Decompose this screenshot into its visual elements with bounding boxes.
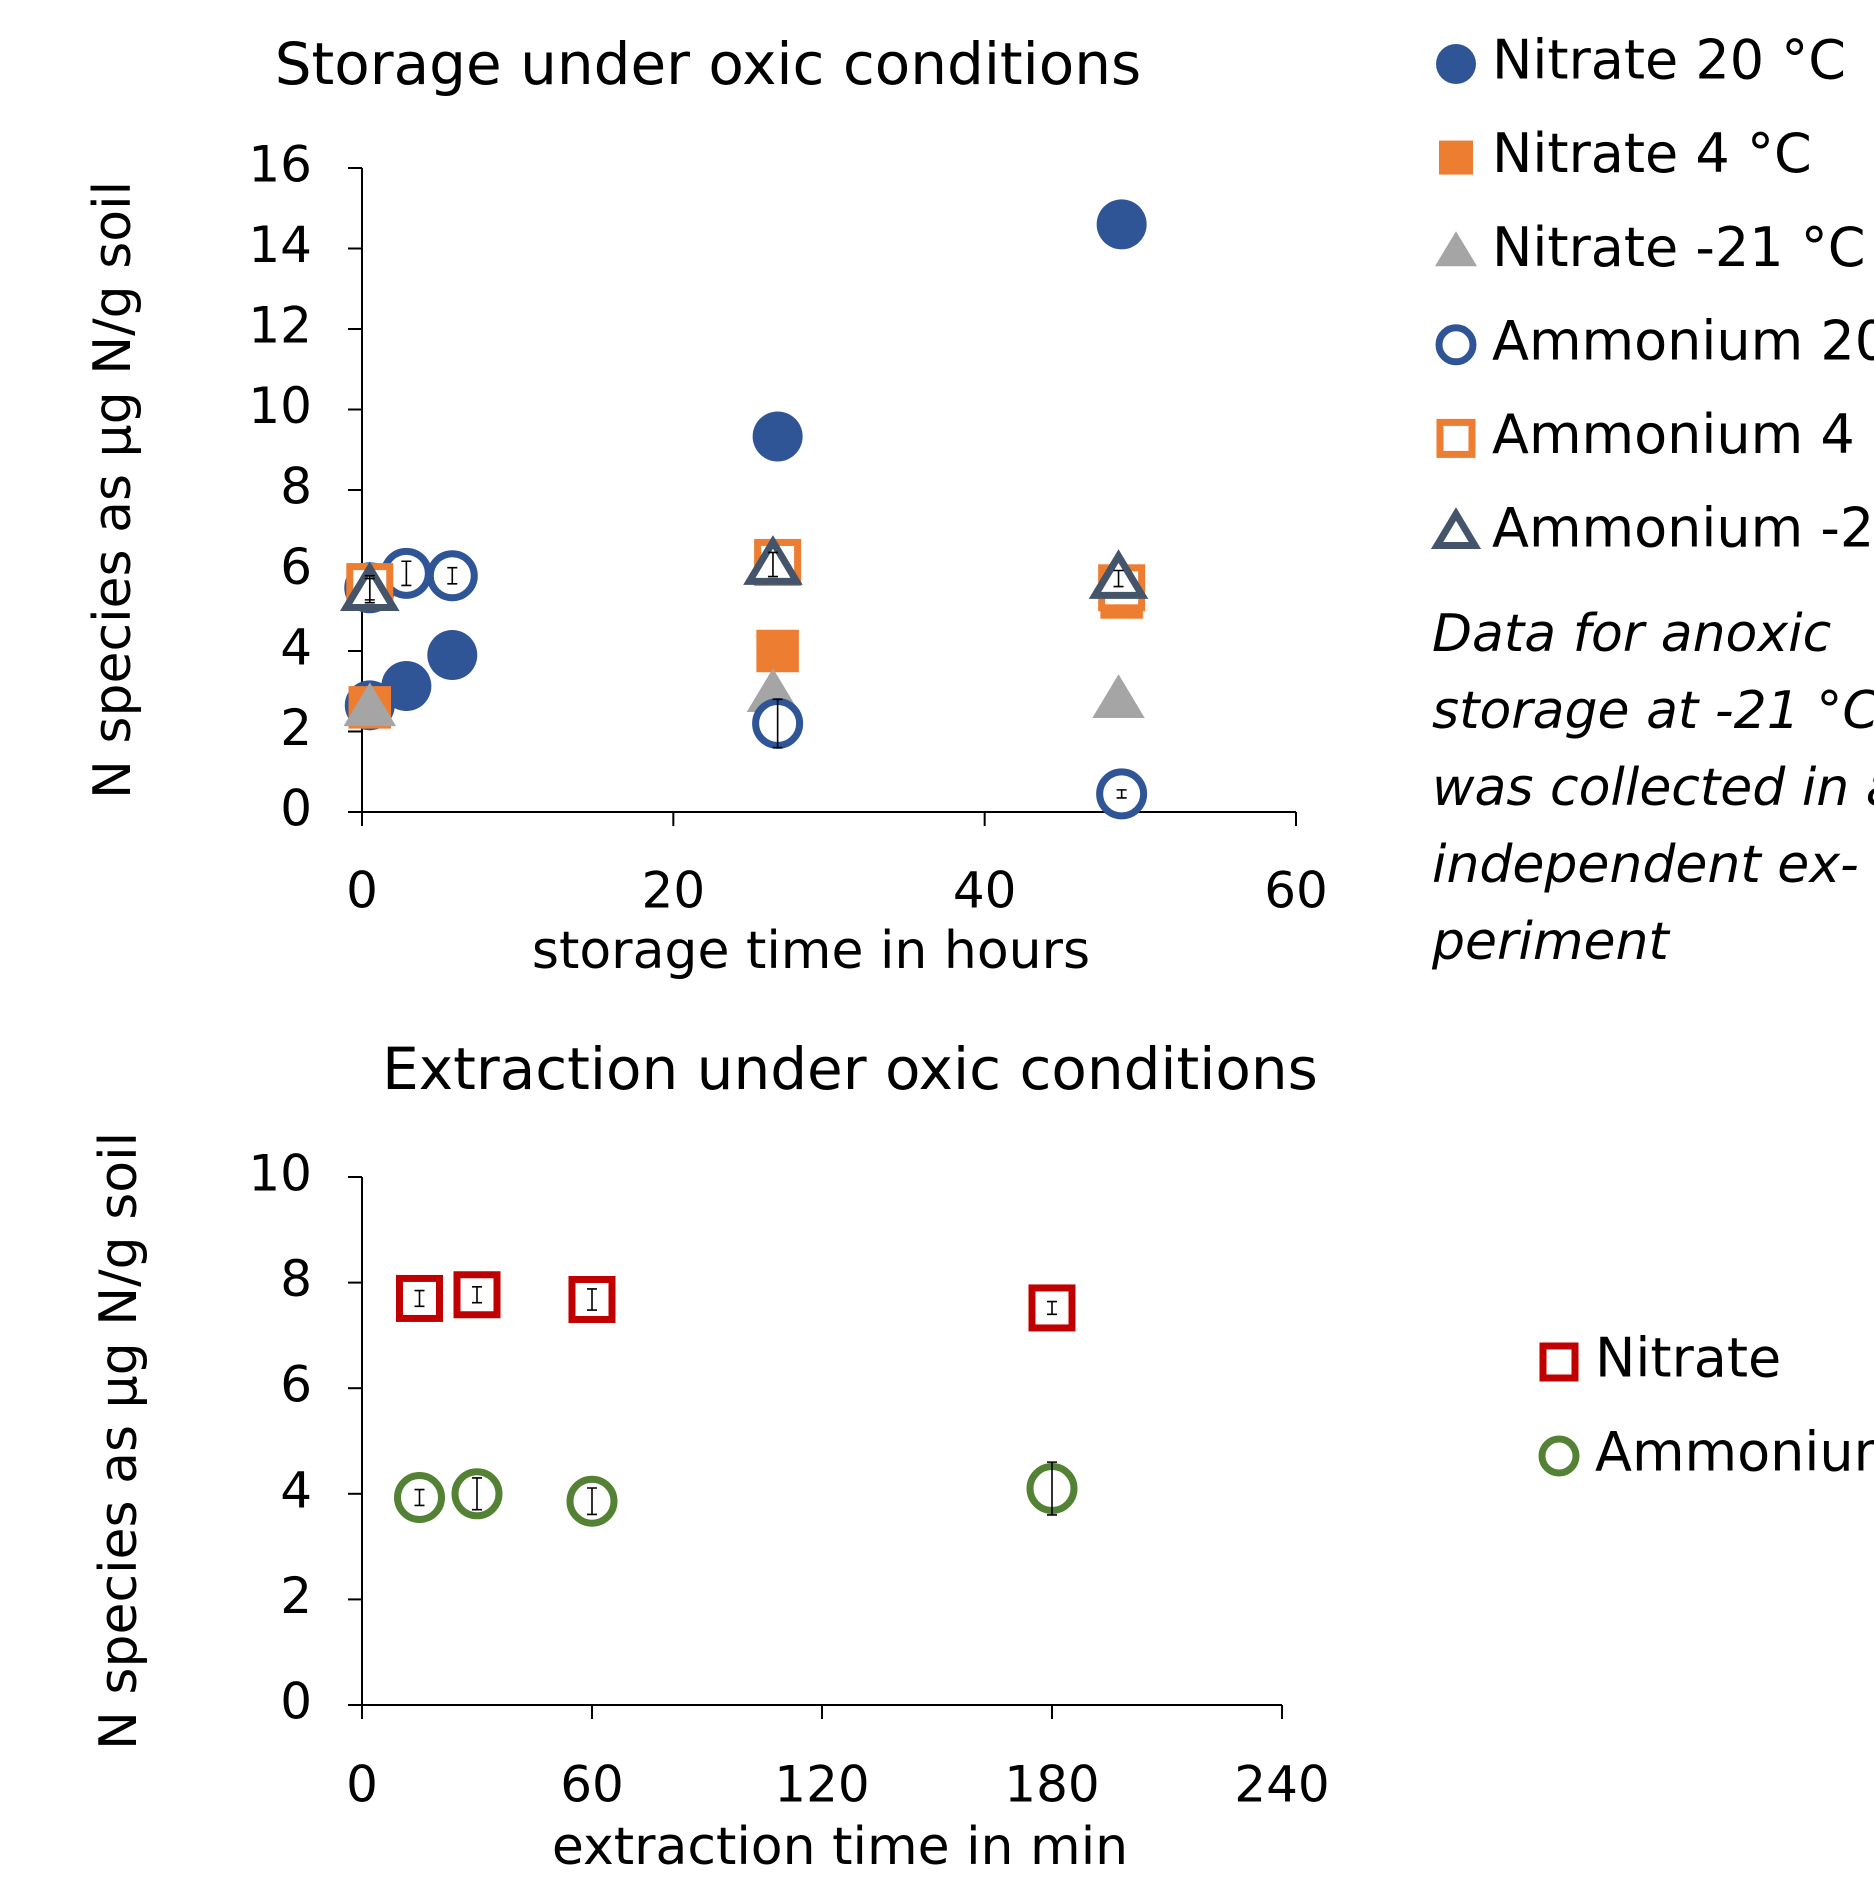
point bbox=[752, 411, 803, 462]
legend-label: Ammonium -21 °C bbox=[1492, 497, 1874, 560]
y-tick-label: 10 bbox=[248, 377, 312, 435]
error-bar bbox=[401, 560, 412, 587]
y-tick-label: 2 bbox=[280, 1567, 312, 1625]
chart-title: Extraction under oxic conditions bbox=[382, 1035, 1318, 1103]
error-bar bbox=[472, 1477, 482, 1511]
x-tick-label: 0 bbox=[346, 862, 378, 920]
y-tick-label: 6 bbox=[280, 538, 312, 596]
legend-marker bbox=[1436, 418, 1476, 458]
y-tick-label: 16 bbox=[248, 136, 312, 194]
x-tick-label: 240 bbox=[1234, 1756, 1329, 1814]
annotation: Data for anoxic bbox=[1432, 604, 1831, 664]
x-axis-title: extraction time in min bbox=[552, 1817, 1128, 1877]
x-tick-label: 120 bbox=[774, 1756, 869, 1814]
error-bar bbox=[772, 698, 783, 749]
point bbox=[381, 661, 432, 712]
y-axis-title: N species as µg N/g soil bbox=[83, 181, 143, 799]
x-tick-label: 60 bbox=[1264, 862, 1328, 920]
annotation: storage at -21 °C bbox=[1432, 681, 1874, 741]
legend-marker bbox=[1539, 1342, 1579, 1382]
legend-marker bbox=[1430, 507, 1482, 549]
y-tick-label: 8 bbox=[280, 458, 312, 516]
x-tick-label: 0 bbox=[346, 1756, 378, 1814]
error-bar bbox=[587, 1288, 597, 1311]
legend-marker bbox=[1538, 1435, 1580, 1477]
annotation: periment bbox=[1431, 912, 1670, 972]
legend-label: Ammonium 4 °C bbox=[1492, 403, 1874, 466]
point bbox=[1092, 674, 1145, 719]
legend-marker bbox=[1436, 44, 1476, 84]
annotation: independent ex- bbox=[1432, 835, 1859, 895]
point bbox=[1096, 199, 1147, 250]
point bbox=[756, 629, 799, 673]
legend-label: Nitrate 20 °C bbox=[1492, 29, 1846, 92]
error-bar bbox=[1116, 789, 1127, 799]
error-bar bbox=[587, 1487, 597, 1516]
x-tick-label: 180 bbox=[1004, 1756, 1099, 1814]
error-bar bbox=[1047, 1461, 1057, 1516]
y-tick-label: 12 bbox=[248, 297, 312, 355]
point bbox=[343, 682, 397, 727]
point bbox=[396, 1274, 443, 1322]
error-bar bbox=[414, 1289, 425, 1308]
y-tick-label: 4 bbox=[280, 1461, 312, 1519]
y-tick-label: 8 bbox=[280, 1250, 312, 1308]
error-bar bbox=[1047, 1300, 1057, 1316]
legend-label: Nitrate bbox=[1595, 1327, 1781, 1390]
error-bar bbox=[414, 1488, 425, 1507]
error-bar bbox=[1113, 569, 1124, 588]
error-bar bbox=[767, 551, 778, 578]
y-tick-label: 6 bbox=[280, 1356, 312, 1414]
legend-marker bbox=[1435, 231, 1477, 267]
y-tick-label: 14 bbox=[248, 216, 312, 274]
chart-title: Storage under oxic conditions bbox=[275, 30, 1142, 98]
x-tick-label: 40 bbox=[953, 862, 1017, 920]
point bbox=[427, 630, 478, 681]
legend-label: Ammonium 20 °C bbox=[1492, 309, 1874, 372]
legend-marker bbox=[1439, 140, 1473, 175]
y-tick-label: 0 bbox=[280, 780, 312, 838]
y-axis-title: N species as µg N/g soil bbox=[89, 1132, 149, 1750]
y-tick-label: 10 bbox=[248, 1145, 312, 1203]
y-tick-label: 2 bbox=[280, 699, 312, 757]
x-tick-label: 60 bbox=[560, 1756, 624, 1814]
error-bar bbox=[447, 566, 458, 585]
legend-label: Nitrate 4 °C bbox=[1492, 122, 1812, 185]
legend-marker bbox=[1435, 324, 1477, 366]
legend-label: Ammonium bbox=[1595, 1421, 1874, 1484]
y-tick-label: 0 bbox=[280, 1673, 312, 1731]
legend-label: Nitrate -21 °C bbox=[1492, 216, 1866, 279]
x-tick-label: 20 bbox=[642, 862, 706, 920]
x-axis-title: storage time in hours bbox=[532, 921, 1090, 981]
error-bar bbox=[472, 1286, 482, 1304]
error-bar bbox=[364, 577, 375, 604]
annotation: was collected in an bbox=[1432, 758, 1874, 818]
y-tick-label: 4 bbox=[280, 619, 312, 677]
